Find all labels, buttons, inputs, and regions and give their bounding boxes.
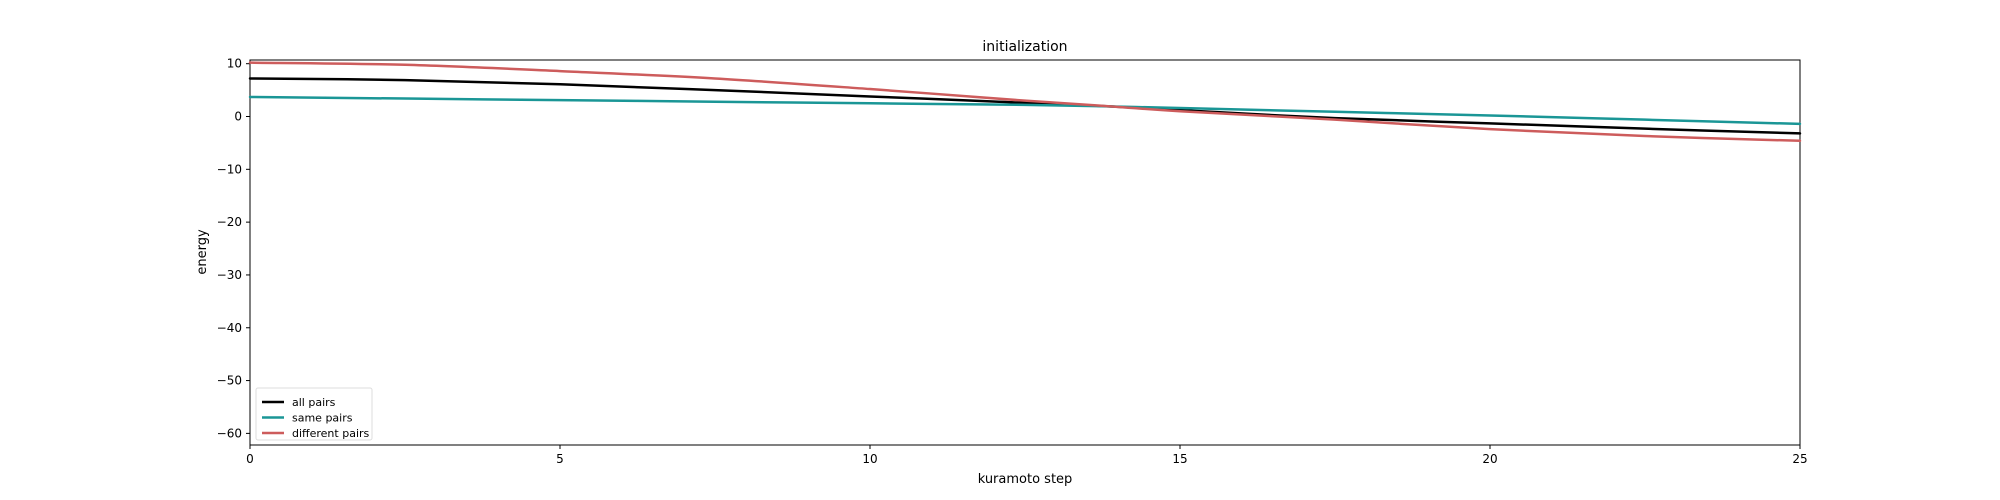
- plot-area: [249, 59, 1801, 446]
- x-axis: 0 5 10 15 20 25: [246, 445, 1808, 466]
- x-tick-label: 5: [556, 452, 564, 466]
- y-axis: 10 0 −10 −20 −30 −40 −50 −60: [217, 57, 250, 440]
- y-tick-label: −30: [217, 268, 242, 282]
- y-tick-label: −20: [217, 215, 242, 229]
- legend-entry: different pairs: [292, 427, 370, 440]
- y-tick-label: −60: [217, 426, 242, 440]
- legend-box: [255, 387, 373, 441]
- series-line-same-pairs: [248, 95, 1802, 126]
- series-lines: [248, 61, 1802, 143]
- series-line-different-pairs: [248, 61, 1802, 143]
- legend-entry: same pairs: [292, 412, 353, 425]
- y-tick-label: 0: [234, 110, 242, 124]
- y-tick-label: −50: [217, 374, 242, 388]
- x-tick-label: 15: [1172, 452, 1187, 466]
- legend-entry: all pairs: [292, 396, 336, 409]
- y-axis-label: energy: [195, 229, 210, 275]
- x-tick-label: 20: [1482, 452, 1497, 466]
- x-tick-label: 25: [1792, 452, 1807, 466]
- series-line-all-pairs: [248, 77, 1802, 135]
- x-axis-label: kuramoto step: [978, 472, 1073, 487]
- x-tick-label: 10: [862, 452, 877, 466]
- plot-frame: [249, 59, 1801, 446]
- legend: all pairs same pairs different pairs: [255, 387, 373, 441]
- y-tick-label: 10: [227, 57, 242, 71]
- y-tick-label: −40: [217, 321, 242, 335]
- x-tick-label: 0: [246, 452, 254, 466]
- y-tick-label: −10: [217, 162, 242, 176]
- chart-title: initialization: [982, 39, 1067, 55]
